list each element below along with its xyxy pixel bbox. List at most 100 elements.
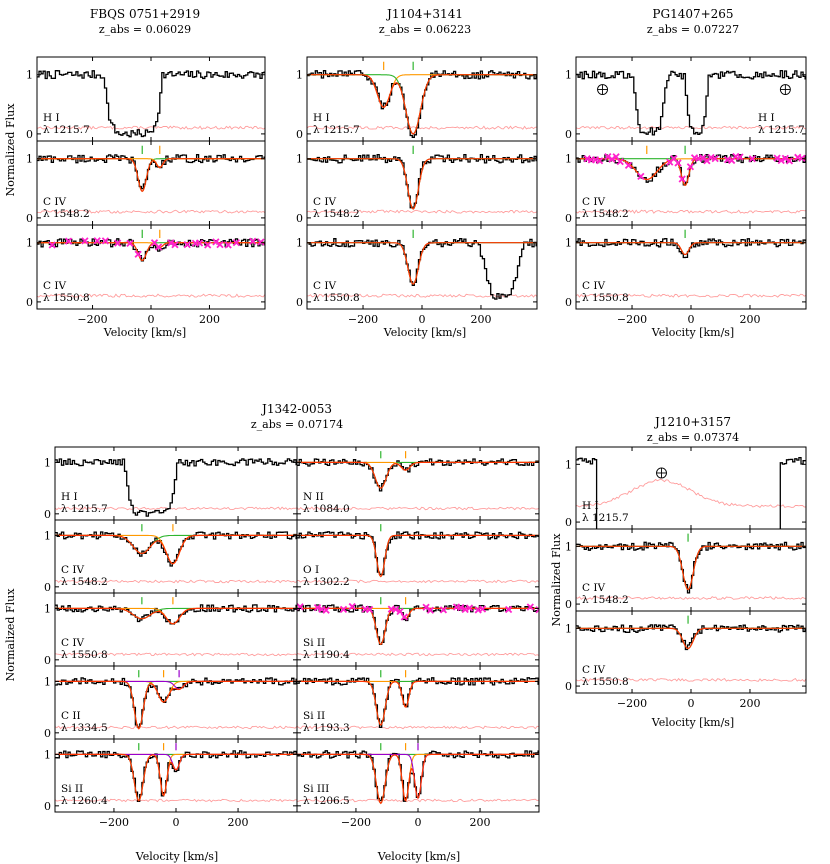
masked-point <box>48 241 56 249</box>
masked-point <box>711 154 719 163</box>
error-spectrum <box>576 293 806 298</box>
title-pg1407: PG1407+265 <box>652 7 733 21</box>
spectrum-panel: 0 1 C IVλ 1548.2 <box>44 519 298 594</box>
masked-point <box>212 238 220 246</box>
wavelength-label: λ 1548.2 <box>582 208 629 220</box>
masked-point <box>616 158 624 166</box>
panel-plot-area <box>37 145 265 214</box>
y-tick-label: 0 <box>565 212 572 225</box>
wavelength-label: λ 1206.5 <box>303 795 350 807</box>
panel-plot-area <box>307 229 537 300</box>
wavelength-label: λ 1215.7 <box>313 124 360 136</box>
y-tick-label: 1 <box>44 675 51 688</box>
y-tick-label: 1 <box>44 602 51 615</box>
flux-histogram <box>576 456 806 529</box>
xlabel-pg1407: Velocity [km/s] <box>651 326 734 339</box>
masked-point <box>114 239 122 247</box>
total-fit <box>297 680 539 726</box>
masked-point <box>686 163 695 171</box>
masked-point <box>798 154 806 162</box>
total-fit <box>307 242 537 285</box>
y-tick-label: 1 <box>26 69 33 82</box>
ylabel-bottom: Normalized Flux <box>4 588 17 682</box>
ion-label: C IV <box>582 196 606 208</box>
ylabel-j1210: Normalized Flux <box>550 533 563 627</box>
total-fit <box>307 158 537 210</box>
masked-point <box>736 153 744 161</box>
subtitle-j1104: z_abs = 0.06223 <box>379 23 471 36</box>
title-j1210: J1210+3157 <box>653 415 731 429</box>
component-fit-2 <box>55 753 297 771</box>
panel-plot-area <box>307 145 537 214</box>
panel-plot-area <box>37 229 265 298</box>
component-fit-1 <box>576 158 806 186</box>
subtitle-j1210: z_abs = 0.07374 <box>647 431 739 444</box>
subtitle-pg1407: z_abs = 0.07227 <box>647 23 739 36</box>
total-fit <box>576 158 806 186</box>
error-spectrum <box>55 798 297 803</box>
masked-point <box>257 238 265 246</box>
error-spectrum <box>297 652 539 657</box>
panel-plot-area <box>576 145 806 215</box>
spectrum-panel: 0 1 H Iλ 1215.7 <box>44 446 298 521</box>
y-tick-label: 0 <box>44 654 51 667</box>
masked-point <box>64 237 73 245</box>
y-tick-label: 1 <box>44 529 51 542</box>
flux-histogram <box>297 677 539 728</box>
y-tick-label: 0 <box>26 212 33 225</box>
masked-point <box>126 239 134 247</box>
ion-label: C IV <box>313 196 337 208</box>
x-tick-label: 200 <box>739 697 760 710</box>
total-fit <box>576 627 806 650</box>
error-spectrum <box>55 506 297 511</box>
subtitle-j1342: z_abs = 0.07174 <box>251 418 343 431</box>
total-fit <box>297 461 539 489</box>
ion-label: C IV <box>313 280 337 292</box>
flux-histogram <box>55 458 297 517</box>
y-tick-label: 1 <box>565 622 572 635</box>
ion-label: C IV <box>582 280 606 292</box>
y-tick-label: 0 <box>565 516 572 529</box>
wavelength-label: λ 1550.8 <box>313 292 360 304</box>
wavelength-label: λ 1193.3 <box>303 722 350 734</box>
y-tick-label: 0 <box>44 727 51 740</box>
ion-label: O I <box>303 564 319 576</box>
panel-plot-area <box>576 533 806 600</box>
spectrum-panel: 0 1 H Iλ 1215.7 <box>26 56 266 142</box>
x-tick-label: 200 <box>739 313 760 326</box>
y-tick-label: 0 <box>296 212 303 225</box>
x-tick-label: 0 <box>148 313 155 326</box>
masked-point <box>637 172 645 181</box>
masked-point <box>608 155 616 163</box>
panel-plot-area <box>576 456 806 529</box>
masked-point <box>504 605 513 614</box>
masked-point <box>171 241 179 249</box>
spectrum-panel: 0 1 C IVλ 1548.2 <box>565 528 807 612</box>
panel-plot-area <box>297 743 539 805</box>
masked-point <box>604 152 612 161</box>
masked-point <box>81 237 89 245</box>
masked-point <box>232 238 240 247</box>
total-fit <box>55 680 297 730</box>
wavelength-label: λ 1548.2 <box>61 576 108 588</box>
ion-label: H I <box>61 491 78 503</box>
flux-histogram <box>576 69 806 136</box>
y-tick-label: 1 <box>26 153 33 166</box>
y-tick-label: 1 <box>44 748 51 761</box>
xlabel-j1104: Velocity [km/s] <box>383 326 466 339</box>
flux-histogram <box>307 153 537 209</box>
y-tick-label: 1 <box>565 458 572 471</box>
y-tick-label: 1 <box>565 237 572 250</box>
title-fbqs: FBQS 0751+2919 <box>90 7 200 21</box>
x-tick-label: 200 <box>470 313 491 326</box>
x-tick-label: 0 <box>419 313 426 326</box>
x-tick-label: −200 <box>99 816 129 829</box>
panel-plot-area <box>307 61 537 138</box>
component-fit-1 <box>55 680 297 703</box>
masked-point <box>426 606 435 614</box>
ylabel-top: Normalized Flux <box>4 103 17 197</box>
total-fit <box>297 534 539 578</box>
masked-point <box>93 237 101 245</box>
flux-histogram <box>307 238 537 300</box>
